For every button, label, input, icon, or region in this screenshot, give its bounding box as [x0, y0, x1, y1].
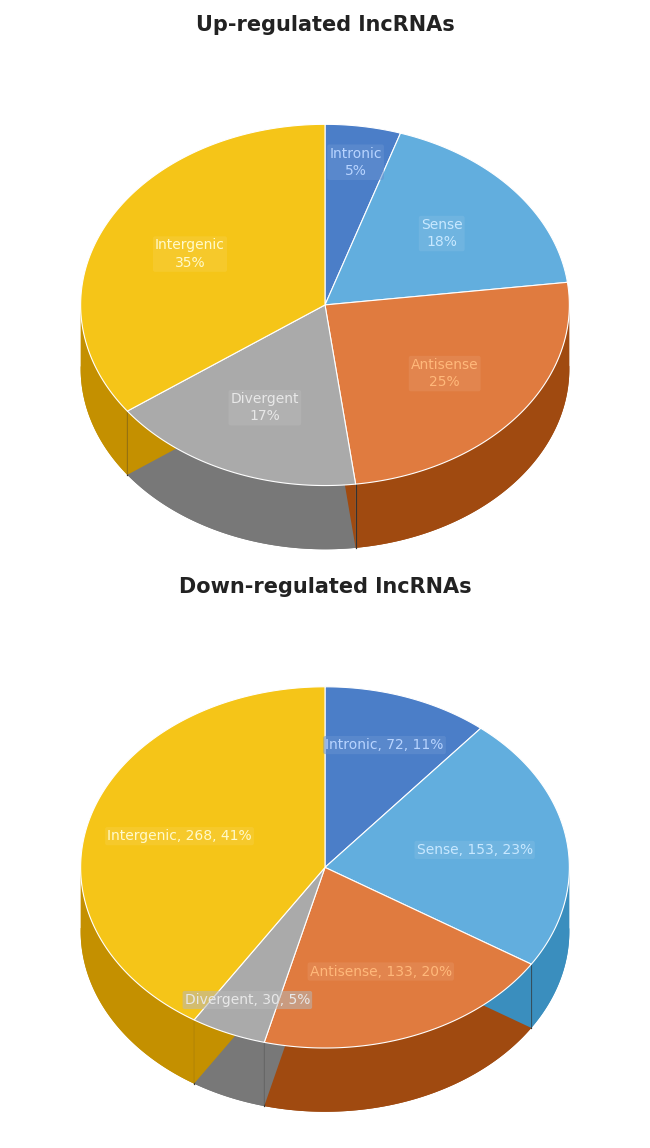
Text: Intronic, 72, 11%: Intronic, 72, 11%: [326, 738, 444, 752]
Polygon shape: [325, 124, 400, 305]
Text: Divergent, 30, 5%: Divergent, 30, 5%: [185, 993, 310, 1007]
Polygon shape: [356, 305, 569, 548]
Text: Sense
18%: Sense 18%: [421, 218, 463, 249]
Polygon shape: [127, 369, 356, 549]
Polygon shape: [194, 1019, 265, 1106]
Polygon shape: [325, 929, 569, 1027]
Polygon shape: [127, 305, 356, 486]
Text: Antisense, 133, 20%: Antisense, 133, 20%: [309, 964, 452, 978]
Polygon shape: [194, 868, 325, 1042]
Polygon shape: [194, 868, 325, 1084]
Polygon shape: [127, 305, 325, 475]
Polygon shape: [265, 868, 531, 1048]
Text: Intronic
5%: Intronic 5%: [330, 147, 382, 178]
Polygon shape: [127, 411, 356, 549]
Text: Intergenic, 268, 41%: Intergenic, 268, 41%: [107, 829, 252, 843]
Polygon shape: [325, 282, 569, 484]
Polygon shape: [325, 305, 356, 548]
Title: Down-regulated lncRNAs: Down-regulated lncRNAs: [179, 577, 471, 597]
Polygon shape: [194, 868, 325, 1084]
Polygon shape: [265, 964, 531, 1111]
Polygon shape: [325, 305, 356, 548]
Polygon shape: [265, 868, 325, 1106]
Polygon shape: [81, 366, 325, 475]
Polygon shape: [81, 124, 325, 411]
Polygon shape: [81, 305, 127, 475]
Polygon shape: [325, 728, 569, 964]
Polygon shape: [81, 687, 325, 1019]
Polygon shape: [325, 133, 567, 305]
Text: Divergent
17%: Divergent 17%: [231, 393, 299, 424]
Polygon shape: [265, 868, 325, 1106]
Title: Up-regulated lncRNAs: Up-regulated lncRNAs: [196, 15, 454, 34]
Polygon shape: [81, 869, 194, 1084]
Text: Intergenic
35%: Intergenic 35%: [155, 239, 225, 270]
Text: Sense, 153, 23%: Sense, 153, 23%: [417, 843, 533, 856]
Polygon shape: [265, 931, 531, 1111]
Polygon shape: [325, 868, 531, 1027]
Polygon shape: [81, 928, 325, 1084]
Polygon shape: [325, 366, 569, 548]
Polygon shape: [194, 931, 325, 1106]
Polygon shape: [325, 687, 481, 868]
Polygon shape: [531, 868, 569, 1027]
Polygon shape: [127, 305, 325, 475]
Text: Antisense
25%: Antisense 25%: [411, 358, 478, 389]
Polygon shape: [325, 868, 531, 1027]
